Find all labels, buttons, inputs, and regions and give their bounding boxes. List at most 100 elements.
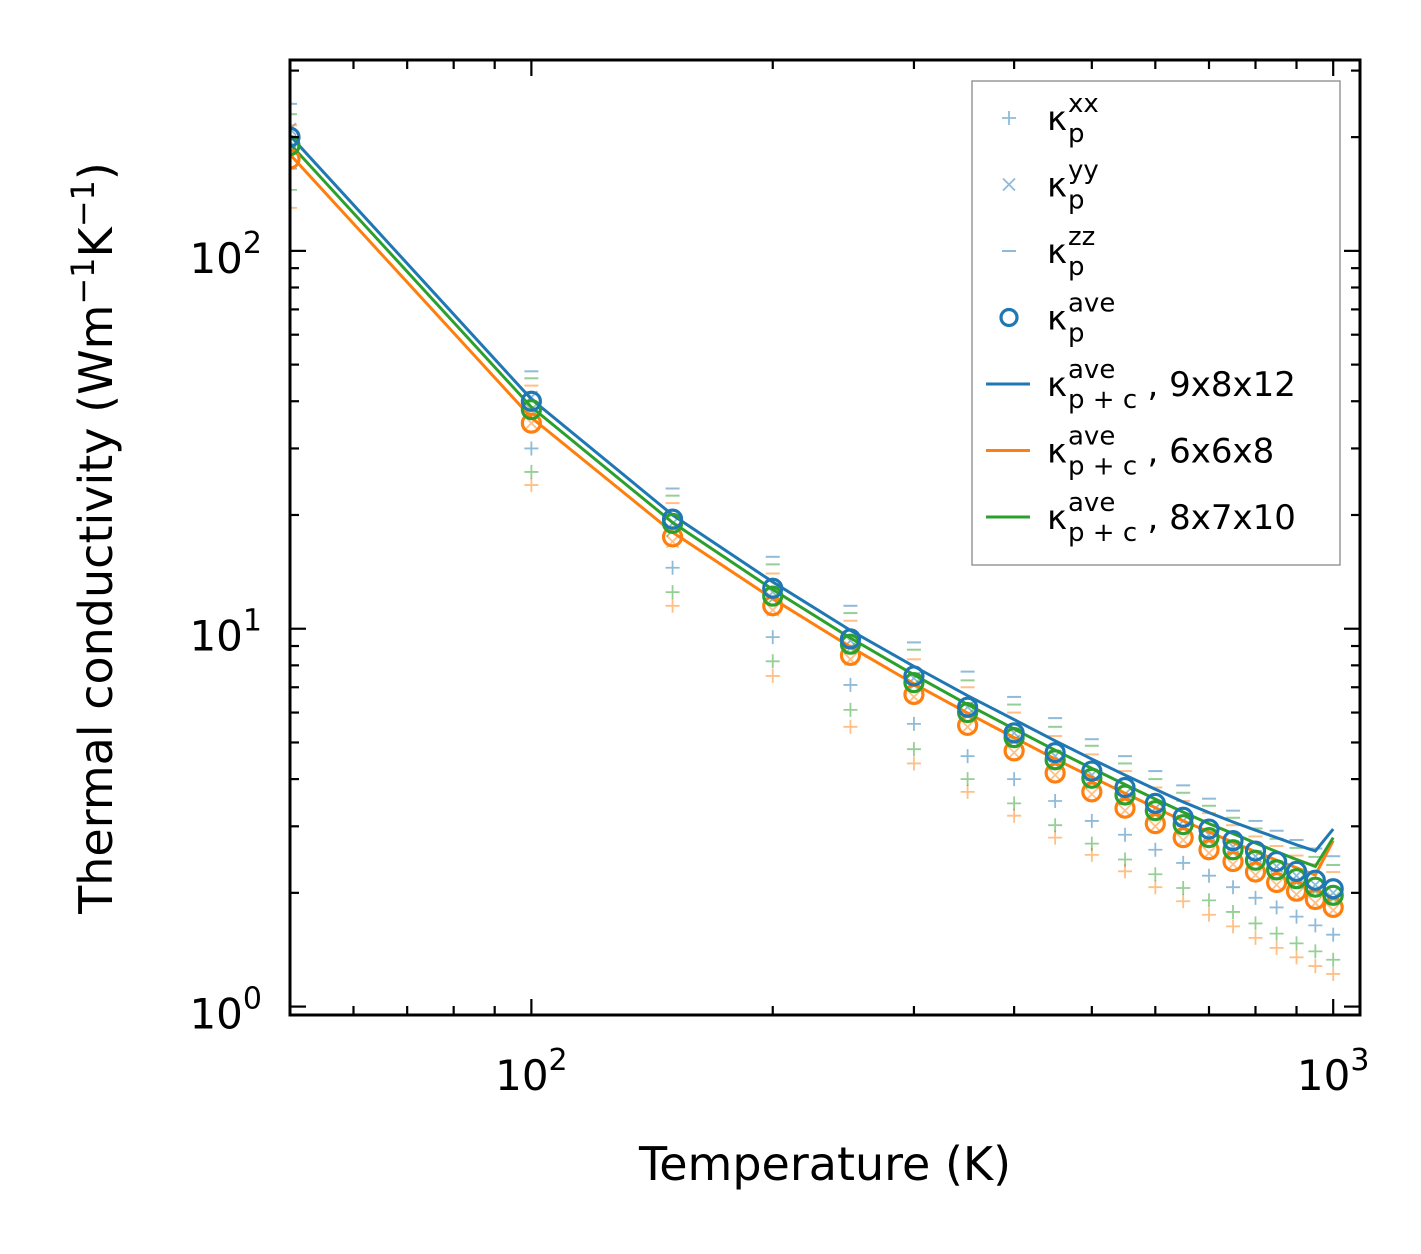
kxx-point [1289, 950, 1304, 965]
y-axis-label-post: ) [69, 162, 123, 180]
kave-point [903, 672, 925, 694]
kxx-point [1176, 894, 1191, 909]
kxx-point [1176, 880, 1191, 895]
y-tick-label: 102 [189, 226, 262, 283]
kxx-point [1048, 830, 1063, 845]
kxx-point [1202, 907, 1216, 922]
kave-point [1304, 869, 1326, 891]
legend-item-kxx: κxx p [1002, 89, 1099, 149]
legend-label: κave p + c, 6x6x8 [1047, 422, 1274, 482]
kxx-point [1148, 880, 1163, 895]
x-tick-labels: 102 103 [495, 1043, 1369, 1100]
kave-point [1198, 827, 1220, 849]
series-6x6x8-components [290, 124, 1341, 981]
kxx-point [1118, 852, 1133, 867]
kave-point [1044, 762, 1066, 784]
kyy-point [1007, 745, 1021, 760]
kave-point [1244, 840, 1267, 862]
kave-point [1222, 850, 1244, 873]
kave-point [1285, 880, 1308, 902]
kave-point [1198, 839, 1220, 861]
y-axis-label: Thermal conductivity (Wm−1K−1) [64, 162, 123, 915]
kxx-point [843, 702, 858, 717]
kxx-point [960, 749, 975, 764]
kave-point [1285, 860, 1308, 882]
kxx-point [1084, 813, 1099, 828]
kyy-point [1048, 768, 1062, 782]
kxx-point [1269, 926, 1284, 941]
kxx-point [843, 719, 858, 734]
kave-point [1144, 792, 1166, 814]
kxx-point [665, 560, 680, 575]
kave-point [1081, 760, 1103, 782]
kxx-point [1289, 936, 1304, 951]
kxx-point [906, 756, 921, 771]
kxx-point [1308, 944, 1323, 959]
kxx-point [1048, 794, 1063, 809]
kxx-point [843, 677, 858, 692]
kxx-point [1202, 893, 1216, 908]
kave-point [520, 390, 542, 412]
y-axis-label-mid: K [69, 225, 123, 257]
kxx-point [524, 478, 539, 493]
kxx-point [765, 654, 780, 669]
x-tick-label: 102 [495, 1043, 568, 1100]
kave-point [1114, 797, 1136, 819]
y-axis-label-exp1: −1 [64, 257, 102, 304]
kxx-point [1248, 930, 1263, 945]
kxx-point [1048, 818, 1063, 833]
kave-point [1266, 871, 1288, 894]
legend-marker [1002, 177, 1016, 192]
kave-point [520, 399, 542, 421]
legend-marker [999, 307, 1019, 328]
kxx-point [524, 441, 539, 456]
kxx-point [1326, 952, 1341, 967]
kave-point [1172, 827, 1194, 849]
kave-point [903, 665, 925, 687]
kave-point [1044, 742, 1066, 764]
kave-point [661, 508, 684, 530]
kxx-point [524, 464, 539, 479]
kave-point [762, 577, 784, 599]
kxx-point [1248, 916, 1263, 931]
kxx-point [1202, 868, 1216, 883]
kxx-point [1326, 927, 1341, 942]
kxx-point [1308, 959, 1323, 974]
series-6x6x8-average [290, 148, 1344, 919]
kxx-point [1007, 796, 1022, 811]
legend-box [971, 80, 1341, 566]
kave-point [1172, 806, 1194, 828]
kave-point [1244, 861, 1267, 883]
y-axis-label-pre: Thermal conductivity (Wm [69, 305, 123, 915]
kyy-point [1085, 787, 1099, 801]
kave-point [290, 148, 301, 170]
legend-label: κave p + c, 8x7x10 [1047, 488, 1296, 548]
kxx-point [290, 161, 297, 176]
plot-data-layer [290, 102, 1344, 981]
kave-point [1222, 839, 1244, 861]
kave-point [1244, 849, 1267, 871]
x-tick-label: 103 [1297, 1043, 1370, 1100]
kave-point [1081, 781, 1103, 803]
legend-item-line-8x7x10: κave p + c, 8x7x10 [986, 488, 1296, 548]
kave-point [1044, 749, 1066, 771]
line-8x7x10 [290, 142, 1335, 869]
kxx-point [1269, 900, 1284, 915]
kxx-point [1308, 918, 1323, 933]
kxx-point [290, 200, 297, 215]
kave-point [290, 134, 301, 157]
kave-point [1266, 850, 1288, 873]
kxx-point [1118, 864, 1133, 879]
kave-point [1172, 814, 1194, 836]
kxx-point [1248, 890, 1263, 905]
kxx-point [765, 630, 780, 645]
kave-point [1322, 884, 1344, 906]
kxx-point [906, 716, 921, 731]
legend-label: κyy p [1047, 156, 1099, 216]
kave-point [1144, 800, 1166, 822]
kxx-point [1007, 808, 1022, 823]
y-tick-label: 101 [189, 604, 262, 661]
kave-point [762, 585, 784, 607]
kave-point [1003, 722, 1025, 744]
